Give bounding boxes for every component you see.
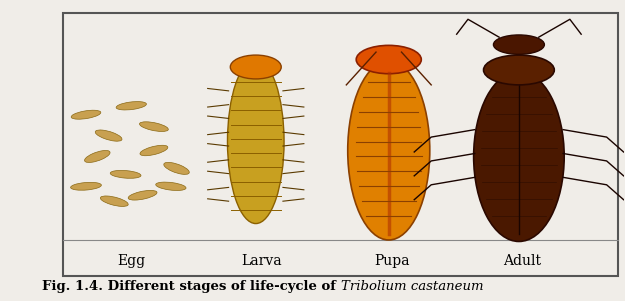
Ellipse shape xyxy=(116,101,146,110)
Ellipse shape xyxy=(110,170,141,178)
Ellipse shape xyxy=(128,191,157,200)
Ellipse shape xyxy=(139,122,168,132)
Ellipse shape xyxy=(84,150,110,163)
Ellipse shape xyxy=(494,35,544,54)
FancyBboxPatch shape xyxy=(63,13,618,276)
Ellipse shape xyxy=(484,55,554,85)
Ellipse shape xyxy=(156,182,186,191)
Ellipse shape xyxy=(101,196,128,206)
Text: Fig. 1.4. Different stages of life-cycle of: Fig. 1.4. Different stages of life-cycle… xyxy=(42,280,341,293)
Ellipse shape xyxy=(230,55,281,79)
Ellipse shape xyxy=(348,61,430,240)
Ellipse shape xyxy=(164,163,189,174)
Ellipse shape xyxy=(228,60,284,224)
Text: Larva: Larva xyxy=(241,254,282,268)
Text: Egg: Egg xyxy=(118,254,146,268)
Ellipse shape xyxy=(356,45,421,74)
Ellipse shape xyxy=(71,182,101,190)
Ellipse shape xyxy=(95,130,122,141)
Ellipse shape xyxy=(474,71,564,241)
Text: Adult: Adult xyxy=(503,254,541,268)
Ellipse shape xyxy=(71,110,101,119)
Ellipse shape xyxy=(140,145,168,156)
Text: Tribolium castaneum: Tribolium castaneum xyxy=(341,280,483,293)
Text: Pupa: Pupa xyxy=(374,254,409,268)
